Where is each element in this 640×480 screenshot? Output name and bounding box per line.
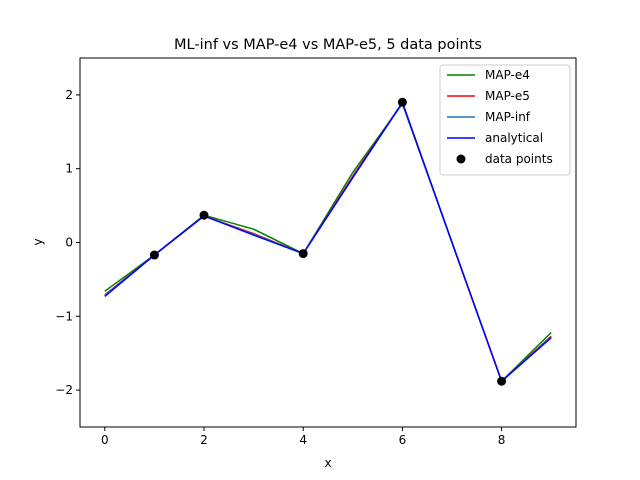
- data-point: [497, 376, 507, 386]
- legend-label: MAP-inf: [485, 110, 531, 124]
- legend-entries: MAP-e4 MAP-e5 MAP-inf analytical data points: [447, 68, 553, 166]
- legend-swatch: [456, 154, 466, 164]
- y-tick-label: −2: [55, 383, 73, 397]
- x-tick-label: 0: [101, 433, 109, 447]
- x-axis-ticks: 0 2 4 6 8: [101, 427, 505, 447]
- x-axis-label: x: [324, 456, 331, 470]
- data-point: [298, 249, 308, 259]
- x-tick-label: 4: [299, 433, 307, 447]
- x-tick-label: 6: [399, 433, 407, 447]
- legend-label: MAP-e4: [485, 68, 530, 82]
- legend-label: analytical: [485, 131, 543, 145]
- legend-label: MAP-e5: [485, 89, 530, 103]
- y-tick-label: 0: [65, 236, 73, 250]
- legend-box: [439, 64, 571, 176]
- y-tick-label: 1: [65, 162, 73, 176]
- y-tick-label: 2: [65, 88, 73, 102]
- data-point-markers: [149, 97, 507, 386]
- x-tick-label: 2: [200, 433, 208, 447]
- legend-label: data points: [485, 152, 553, 166]
- x-tick-label: 8: [498, 433, 506, 447]
- y-axis-label: y: [31, 238, 45, 245]
- series-lines: [104, 101, 552, 382]
- data-point: [149, 250, 159, 260]
- y-tick-label: −1: [55, 309, 73, 323]
- data-point: [397, 97, 407, 107]
- y-axis-ticks: −2 −1 0 1 2: [55, 88, 80, 397]
- legend: MAP-e4 MAP-e5 MAP-inf analytical data points: [439, 64, 571, 176]
- chart-title: ML-inf vs MAP-e4 vs MAP-e5, 5 data point…: [174, 37, 482, 53]
- data-point: [199, 210, 209, 220]
- series-line-analytical: [104, 101, 552, 382]
